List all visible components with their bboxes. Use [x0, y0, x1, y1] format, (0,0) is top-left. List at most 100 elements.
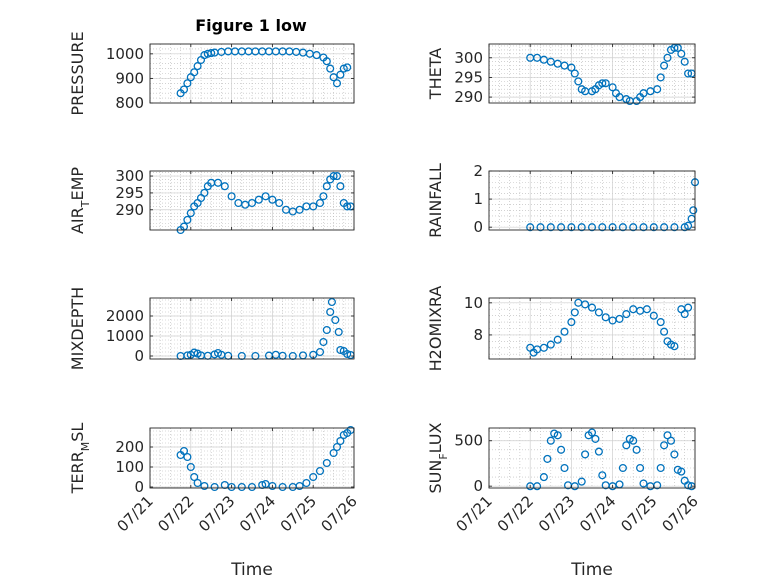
data-point — [302, 478, 311, 488]
data-point — [312, 51, 321, 60]
y-tick-label: 100 — [115, 458, 144, 476]
data-point — [636, 463, 645, 473]
data-point — [632, 445, 641, 454]
y-tick-label: 295 — [454, 68, 483, 86]
data-point — [247, 482, 257, 492]
x-tick-label: 07/25 — [617, 492, 660, 535]
y-tick-label: 10 — [464, 294, 483, 312]
y-tick-label: 290 — [454, 88, 483, 106]
data-point — [343, 63, 352, 72]
data-point — [539, 473, 548, 482]
data-point — [332, 79, 342, 88]
data-point — [684, 481, 693, 490]
data-point — [615, 314, 624, 323]
data-point — [587, 303, 597, 312]
data-point — [656, 463, 665, 473]
data-point — [560, 463, 569, 473]
x-tick-label: 07/26 — [318, 492, 361, 535]
data-point — [190, 348, 199, 357]
y-tick-label: 295 — [115, 184, 144, 202]
data-point — [618, 223, 627, 232]
axes-box — [488, 297, 696, 360]
data-point — [567, 63, 576, 72]
data-point — [618, 463, 627, 473]
data-point — [570, 308, 579, 317]
series-points — [526, 298, 693, 357]
data-point — [186, 462, 195, 472]
series-points — [176, 425, 355, 492]
data-point — [526, 223, 535, 232]
data-point — [295, 205, 304, 214]
y-tick-label: 300 — [115, 167, 144, 185]
data-point — [322, 182, 331, 191]
y-axis-label: THETA — [426, 48, 445, 100]
data-point — [622, 310, 631, 319]
data-point — [557, 223, 566, 232]
axes-box — [488, 43, 696, 104]
data-point — [673, 43, 682, 52]
panel-h2omixra: 8 10 H2OMIXRA — [426, 286, 696, 371]
data-point — [594, 308, 603, 317]
data-point — [329, 172, 338, 181]
data-point — [295, 481, 304, 491]
y-axis-label: PRESSURE — [68, 31, 87, 115]
data-point — [656, 73, 665, 82]
x-tick-label: 07/24 — [576, 492, 619, 535]
x-tick-label: 07/21 — [453, 492, 496, 535]
y-axis-label: AIRTEMP — [68, 167, 92, 234]
y-tick-label: 1 — [473, 190, 483, 208]
x-tick-label: 07/26 — [659, 492, 702, 535]
data-point — [684, 303, 693, 312]
x-tick-label: 07/22 — [494, 492, 537, 535]
data-point — [660, 223, 669, 232]
data-point — [660, 441, 669, 450]
data-point — [315, 347, 325, 357]
y-axis-label: SUNFLUX — [426, 422, 450, 493]
y-tick-label: 200 — [115, 438, 144, 456]
y-axis-label: RAINFALL — [426, 163, 445, 238]
data-point — [336, 345, 345, 355]
data-point — [227, 192, 236, 201]
data-point — [629, 223, 638, 232]
data-point — [190, 68, 199, 77]
data-point — [639, 223, 648, 232]
minor-grid — [489, 428, 695, 488]
data-point — [677, 467, 686, 476]
data-point — [684, 69, 693, 78]
data-point — [237, 482, 246, 492]
data-point — [670, 450, 679, 459]
data-point — [622, 441, 631, 450]
panel-mixdepth: 0 1000 2000 MIXDEPTH — [68, 287, 355, 370]
data-point — [670, 223, 679, 232]
y-axis-label: TERRMSL — [68, 423, 92, 495]
data-point — [207, 49, 216, 58]
y-tick-label: 800 — [115, 94, 144, 112]
data-point — [543, 454, 552, 463]
data-point — [684, 221, 693, 230]
x-tick-label: 07/25 — [277, 492, 320, 535]
y-tick-label: 300 — [454, 49, 483, 67]
data-point — [642, 305, 651, 314]
data-point — [680, 57, 689, 66]
data-point — [322, 325, 331, 335]
y-axis-label: MIXDEPTH — [68, 287, 87, 370]
data-point — [336, 70, 345, 79]
panel-pressure: 800 900 1000 PRESSURE — [68, 31, 355, 116]
data-point — [574, 77, 583, 86]
data-point — [193, 478, 202, 488]
axes-box — [488, 427, 696, 489]
data-point — [546, 340, 555, 349]
data-point — [601, 79, 610, 88]
data-point — [309, 472, 318, 482]
data-point — [591, 434, 600, 443]
y-tick-label: 2 — [473, 162, 483, 180]
data-point — [332, 442, 342, 452]
data-point — [649, 223, 658, 232]
axes-box — [149, 297, 355, 360]
series-points — [176, 47, 352, 98]
data-point — [322, 57, 331, 66]
data-point — [689, 206, 698, 215]
data-point — [567, 318, 576, 327]
